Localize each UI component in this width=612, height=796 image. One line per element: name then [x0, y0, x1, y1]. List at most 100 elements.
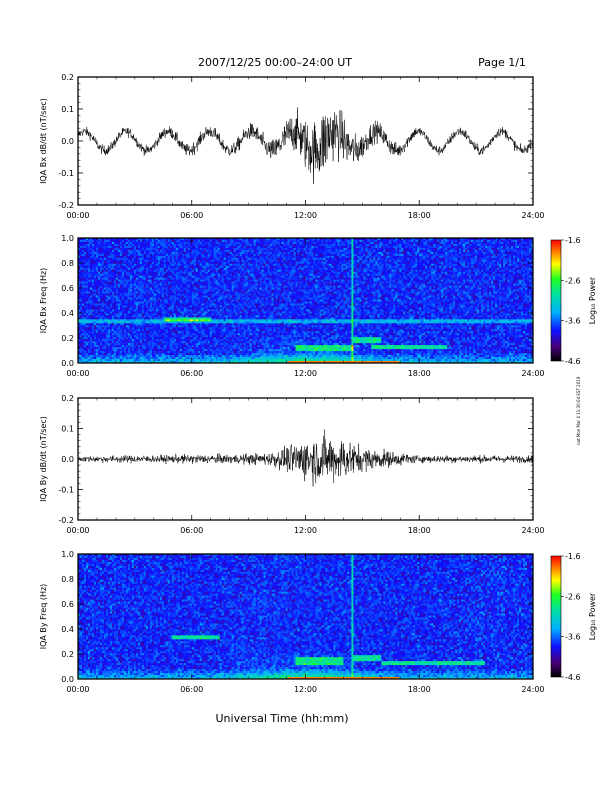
spectrogram-cell [445, 244, 447, 246]
spectrogram-cell [172, 252, 174, 254]
spectrogram-cell [208, 256, 210, 258]
spectrogram-cell [248, 262, 250, 264]
spectrogram-cell [499, 254, 501, 256]
spectrogram-cell [128, 278, 130, 280]
spectrogram-cell [317, 254, 319, 256]
spectrogram-cell [92, 266, 94, 268]
spectrogram-cell [333, 258, 335, 260]
spectrogram-cell [200, 250, 202, 252]
spectrogram-cell [308, 278, 310, 280]
spectrogram-cell [268, 260, 270, 262]
spectrogram-cell [383, 274, 385, 276]
spectrogram-cell [196, 270, 198, 272]
spectrogram-cell [525, 272, 527, 274]
spectrogram-cell [84, 242, 86, 244]
spectrogram-cell [497, 272, 499, 274]
spectrogram-cell [278, 266, 280, 268]
spectrogram-cell [240, 274, 242, 276]
spectrogram-cell [379, 254, 381, 256]
spectrogram-cell [319, 242, 321, 244]
spectrogram-cell [292, 278, 294, 280]
spectrogram-cell [469, 256, 471, 258]
spectrogram-cell [206, 248, 208, 250]
spectrogram-cell [94, 274, 96, 276]
spectrogram-cell [160, 244, 162, 246]
spectrogram-cell [134, 274, 136, 276]
spectrogram-cell [146, 252, 148, 254]
spectrogram-cell [254, 246, 256, 248]
spectrogram-cell [377, 248, 379, 250]
spectrogram-cell [152, 270, 154, 272]
spectrogram-cell [325, 264, 327, 266]
spectrogram-cell [172, 270, 174, 272]
spectrogram-cell [503, 276, 505, 278]
spectrogram-cell [248, 248, 250, 250]
spectrogram-cell [206, 260, 208, 262]
spectrogram-cell [242, 240, 244, 242]
spectrogram-cell [483, 240, 485, 242]
spectrogram-cell [441, 274, 443, 276]
spectrogram-cell [489, 262, 491, 264]
spectrogram-cell [168, 266, 170, 268]
spectrogram-cell [323, 268, 325, 270]
spectrogram-cell [290, 244, 292, 246]
spectrogram-cell [417, 260, 419, 262]
spectrogram-cell [204, 250, 206, 252]
spectrogram-cell [196, 266, 198, 268]
spectrogram-cell [375, 274, 377, 276]
spectrogram-cell [176, 274, 178, 276]
spectrogram-cell [425, 250, 427, 252]
spectrogram-cell [349, 260, 351, 262]
spectrogram-cell [511, 264, 513, 266]
spectrogram-cell [353, 276, 355, 278]
spectrogram-cell [365, 256, 367, 258]
spectrogram-cell [170, 248, 172, 250]
spectrogram-cell [395, 272, 397, 274]
spectrogram-cell [222, 254, 224, 256]
spectrogram-cell [497, 240, 499, 242]
spectrogram-cell [507, 254, 509, 256]
spectrogram-cell [373, 248, 375, 250]
spectrogram-cell [198, 252, 200, 254]
spectrogram-cell [411, 268, 413, 270]
spectrogram-cell [264, 244, 266, 246]
spectrogram-cell [216, 244, 218, 246]
spectrogram-cell [162, 276, 164, 278]
spectrogram-cell [256, 278, 258, 280]
spectrogram-cell [489, 240, 491, 242]
spectrogram-cell [431, 270, 433, 272]
spectrogram-cell [174, 276, 176, 278]
spectrogram-cell [278, 270, 280, 272]
spectrogram-cell [82, 256, 84, 258]
spectrogram-cell [296, 264, 298, 266]
spectrogram-cell [417, 248, 419, 250]
spectrogram-cell [284, 254, 286, 256]
spectrogram-cell [160, 250, 162, 252]
spectrogram-cell [479, 270, 481, 272]
spectrogram-cell [86, 268, 88, 270]
spectrogram-cell [343, 258, 345, 260]
spectrogram-cell [230, 248, 232, 250]
spectrogram-cell [435, 242, 437, 244]
spectrogram-cell [339, 264, 341, 266]
spectrogram-cell [327, 272, 329, 274]
spectrogram-cell [258, 258, 260, 260]
spectrogram-cell [515, 250, 517, 252]
spectrogram-cell [196, 242, 198, 244]
spectrogram-cell [152, 242, 154, 244]
spectrogram-cell [168, 244, 170, 246]
spectrogram-cell [343, 276, 345, 278]
chart-title: 2007/12/25 00:00–24:00 UT [198, 56, 352, 69]
spectrogram-cell [317, 248, 319, 250]
spectrogram-cell [527, 252, 529, 254]
spectrogram-cell [461, 242, 463, 244]
spectrogram-cell [417, 246, 419, 248]
spectrogram-cell [373, 252, 375, 254]
spectrogram-cell [343, 250, 345, 252]
spectrogram-cell [419, 264, 421, 266]
spectrogram-cell [361, 260, 363, 262]
spectrogram-cell [511, 254, 513, 256]
spectrogram-cell [180, 268, 182, 270]
spectrogram-cell [264, 270, 266, 272]
spectrogram-cell [321, 260, 323, 262]
